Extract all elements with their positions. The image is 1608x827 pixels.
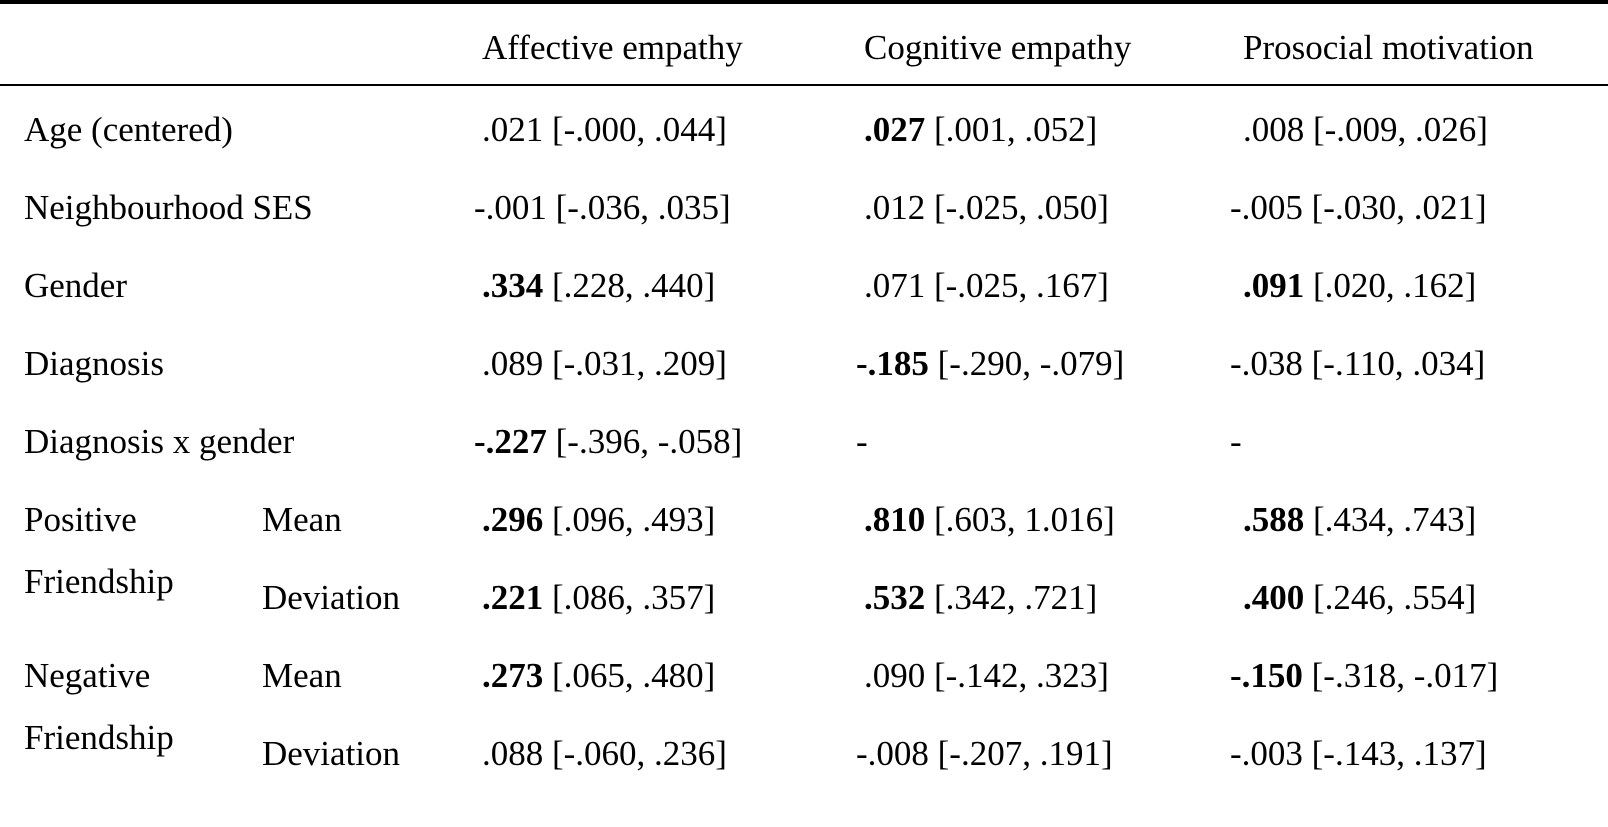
cell-age-affective: .021 [-.000, .044] [482,110,727,149]
row-label-age: Age (centered) [24,110,233,149]
cell-diagnosis-affective: .089 [-.031, .209] [482,344,727,383]
row-label-positive: Positive [24,500,137,539]
header-cognitive-empathy: Cognitive empathy [864,28,1132,67]
cell-age-cognitive: .027 [.001, .052] [864,110,1098,149]
cell-neg-mean-affective: .273 [.065, .480] [482,656,716,695]
cell-gender-prosocial: .091 [.020, .162] [1243,266,1477,305]
cell-gender-cognitive: .071 [-.025, .167] [864,266,1109,305]
row-label-neighbourhood-ses: Neighbourhood SES [24,188,313,227]
row-label-negative: Negative [24,656,151,695]
sublabel-positive-mean: Mean [262,500,342,539]
row-label-diagnosis-x-gender: Diagnosis x gender [24,422,295,461]
cell-neg-dev-prosocial: -.003 [-.143, .137] [1230,734,1487,773]
cell-pos-mean-cognitive: .810 [.603, 1.016] [864,500,1115,539]
cell-neg-dev-affective: .088 [-.060, .236] [482,734,727,773]
cell-ses-affective: -.001 [-.036, .035] [474,188,731,227]
cell-pos-dev-prosocial: .400 [.246, .554] [1243,578,1477,617]
header-prosocial-motivation: Prosocial motivation [1243,28,1534,67]
row-label-negative-friendship: Friendship [24,718,174,757]
cell-interaction-prosocial: - [1230,422,1242,461]
header-affective-empathy: Affective empathy [482,28,743,67]
cell-neg-mean-cognitive: .090 [-.142, .323] [864,656,1109,695]
cell-neg-dev-cognitive: -.008 [-.207, .191] [856,734,1113,773]
cell-pos-mean-affective: .296 [.096, .493] [482,500,716,539]
cell-ses-cognitive: .012 [-.025, .050] [864,188,1109,227]
sublabel-negative-mean: Mean [262,656,342,695]
row-label-positive-friendship: Friendship [24,562,174,601]
cell-age-prosocial: .008 [-.009, .026] [1243,110,1488,149]
cell-interaction-affective: -.227 [-.396, -.058] [474,422,743,461]
cell-pos-dev-cognitive: .532 [.342, .721] [864,578,1098,617]
cell-neg-mean-prosocial: -.150 [-.318, -.017] [1230,656,1499,695]
table-top-rule [0,0,1608,4]
cell-gender-affective: .334 [.228, .440] [482,266,716,305]
sublabel-negative-deviation: Deviation [262,734,401,773]
cell-interaction-cognitive: - [856,422,868,461]
cell-pos-dev-affective: .221 [.086, .357] [482,578,716,617]
cell-pos-mean-prosocial: .588 [.434, .743] [1243,500,1477,539]
cell-ses-prosocial: -.005 [-.030, .021] [1230,188,1487,227]
sublabel-positive-deviation: Deviation [262,578,401,617]
row-label-diagnosis: Diagnosis [24,344,164,383]
cell-diagnosis-prosocial: -.038 [-.110, .034] [1230,344,1486,383]
cell-diagnosis-cognitive: -.185 [-.290, -.079] [856,344,1125,383]
table-header-rule [0,84,1608,86]
row-label-gender: Gender [24,266,128,305]
